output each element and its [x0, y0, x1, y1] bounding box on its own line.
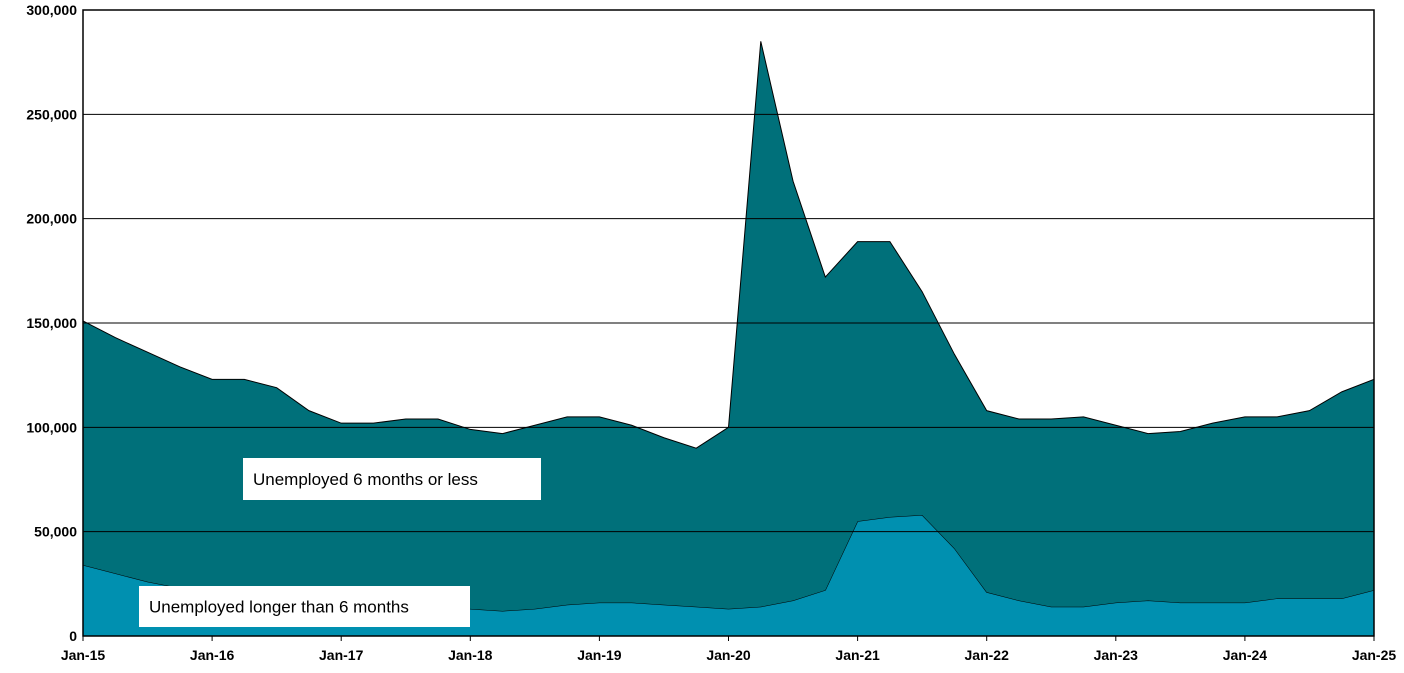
x-tick-label: Jan-17: [319, 647, 364, 663]
y-tick-label: 300,000: [26, 2, 77, 18]
x-tick-label: Jan-24: [1223, 647, 1268, 663]
x-tick-label: Jan-18: [448, 647, 493, 663]
x-tick-label: Jan-25: [1352, 647, 1397, 663]
x-tick-label: Jan-21: [835, 647, 880, 663]
y-tick-label: 250,000: [26, 106, 77, 122]
y-tick-label: 100,000: [26, 419, 77, 435]
area: [83, 41, 1374, 611]
x-tick-label: Jan-16: [190, 647, 235, 663]
legend-label: Unemployed 6 months or less: [253, 470, 478, 489]
x-tick-label: Jan-15: [61, 647, 106, 663]
area-outline: [82, 41, 1375, 449]
x-tick-label: Jan-23: [1094, 647, 1139, 663]
y-tick-label: 50,000: [34, 524, 77, 540]
y-tick-label: 200,000: [26, 211, 77, 227]
x-tick-label: Jan-19: [577, 647, 622, 663]
x-tick-label: Jan-20: [706, 647, 751, 663]
legend-label: Unemployed longer than 6 months: [149, 598, 409, 617]
y-tick-label: 0: [69, 628, 77, 644]
legend-box: [243, 458, 541, 500]
x-tick-label: Jan-22: [965, 647, 1010, 663]
y-tick-label: 150,000: [26, 315, 77, 331]
legend-box: [139, 586, 470, 627]
